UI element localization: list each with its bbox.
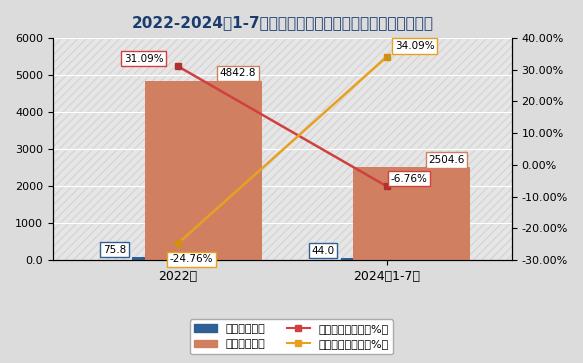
Bar <box>145 81 262 260</box>
Bar <box>353 167 470 260</box>
Text: 4842.8: 4842.8 <box>220 69 257 78</box>
Bar <box>341 258 366 260</box>
Text: -24.76%: -24.76% <box>170 254 213 264</box>
Text: -6.76%: -6.76% <box>391 174 428 184</box>
Bar <box>132 257 157 260</box>
Legend: 进口量（吨）, 出口量（吨）, 进口量同比增长（%）, 出口量同比增长（%）: 进口量（吨）, 出口量（吨）, 进口量同比增长（%）, 出口量同比增长（%） <box>190 319 393 354</box>
Title: 2022-2024年1-7月我国四氧化三钴进出口量及同比增长情况: 2022-2024年1-7月我国四氧化三钴进出口量及同比增长情况 <box>131 15 433 30</box>
Text: 34.09%: 34.09% <box>395 41 435 51</box>
Text: 31.09%: 31.09% <box>124 54 163 64</box>
Bar <box>53 38 512 260</box>
Text: 75.8: 75.8 <box>103 245 126 255</box>
Text: 44.0: 44.0 <box>311 246 335 256</box>
Text: 2504.6: 2504.6 <box>429 155 465 165</box>
